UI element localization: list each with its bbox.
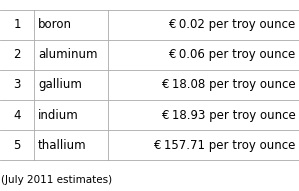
Text: (July 2011 estimates): (July 2011 estimates) (1, 175, 113, 185)
Text: 5: 5 (13, 139, 21, 152)
Text: 4: 4 (13, 109, 21, 122)
Text: gallium: gallium (38, 79, 82, 91)
Text: 3: 3 (13, 79, 21, 91)
Text: € 18.93 per troy ounce: € 18.93 per troy ounce (162, 109, 295, 122)
Text: € 18.08 per troy ounce: € 18.08 per troy ounce (162, 79, 295, 91)
Text: aluminum: aluminum (38, 48, 97, 61)
Text: 1: 1 (13, 18, 21, 31)
Text: thallium: thallium (38, 139, 87, 152)
Text: boron: boron (38, 18, 72, 31)
Text: € 0.02 per troy ounce: € 0.02 per troy ounce (169, 18, 295, 31)
Text: indium: indium (38, 109, 79, 122)
Text: € 157.71 per troy ounce: € 157.71 per troy ounce (154, 139, 295, 152)
Text: € 0.06 per troy ounce: € 0.06 per troy ounce (169, 48, 295, 61)
Text: 2: 2 (13, 48, 21, 61)
